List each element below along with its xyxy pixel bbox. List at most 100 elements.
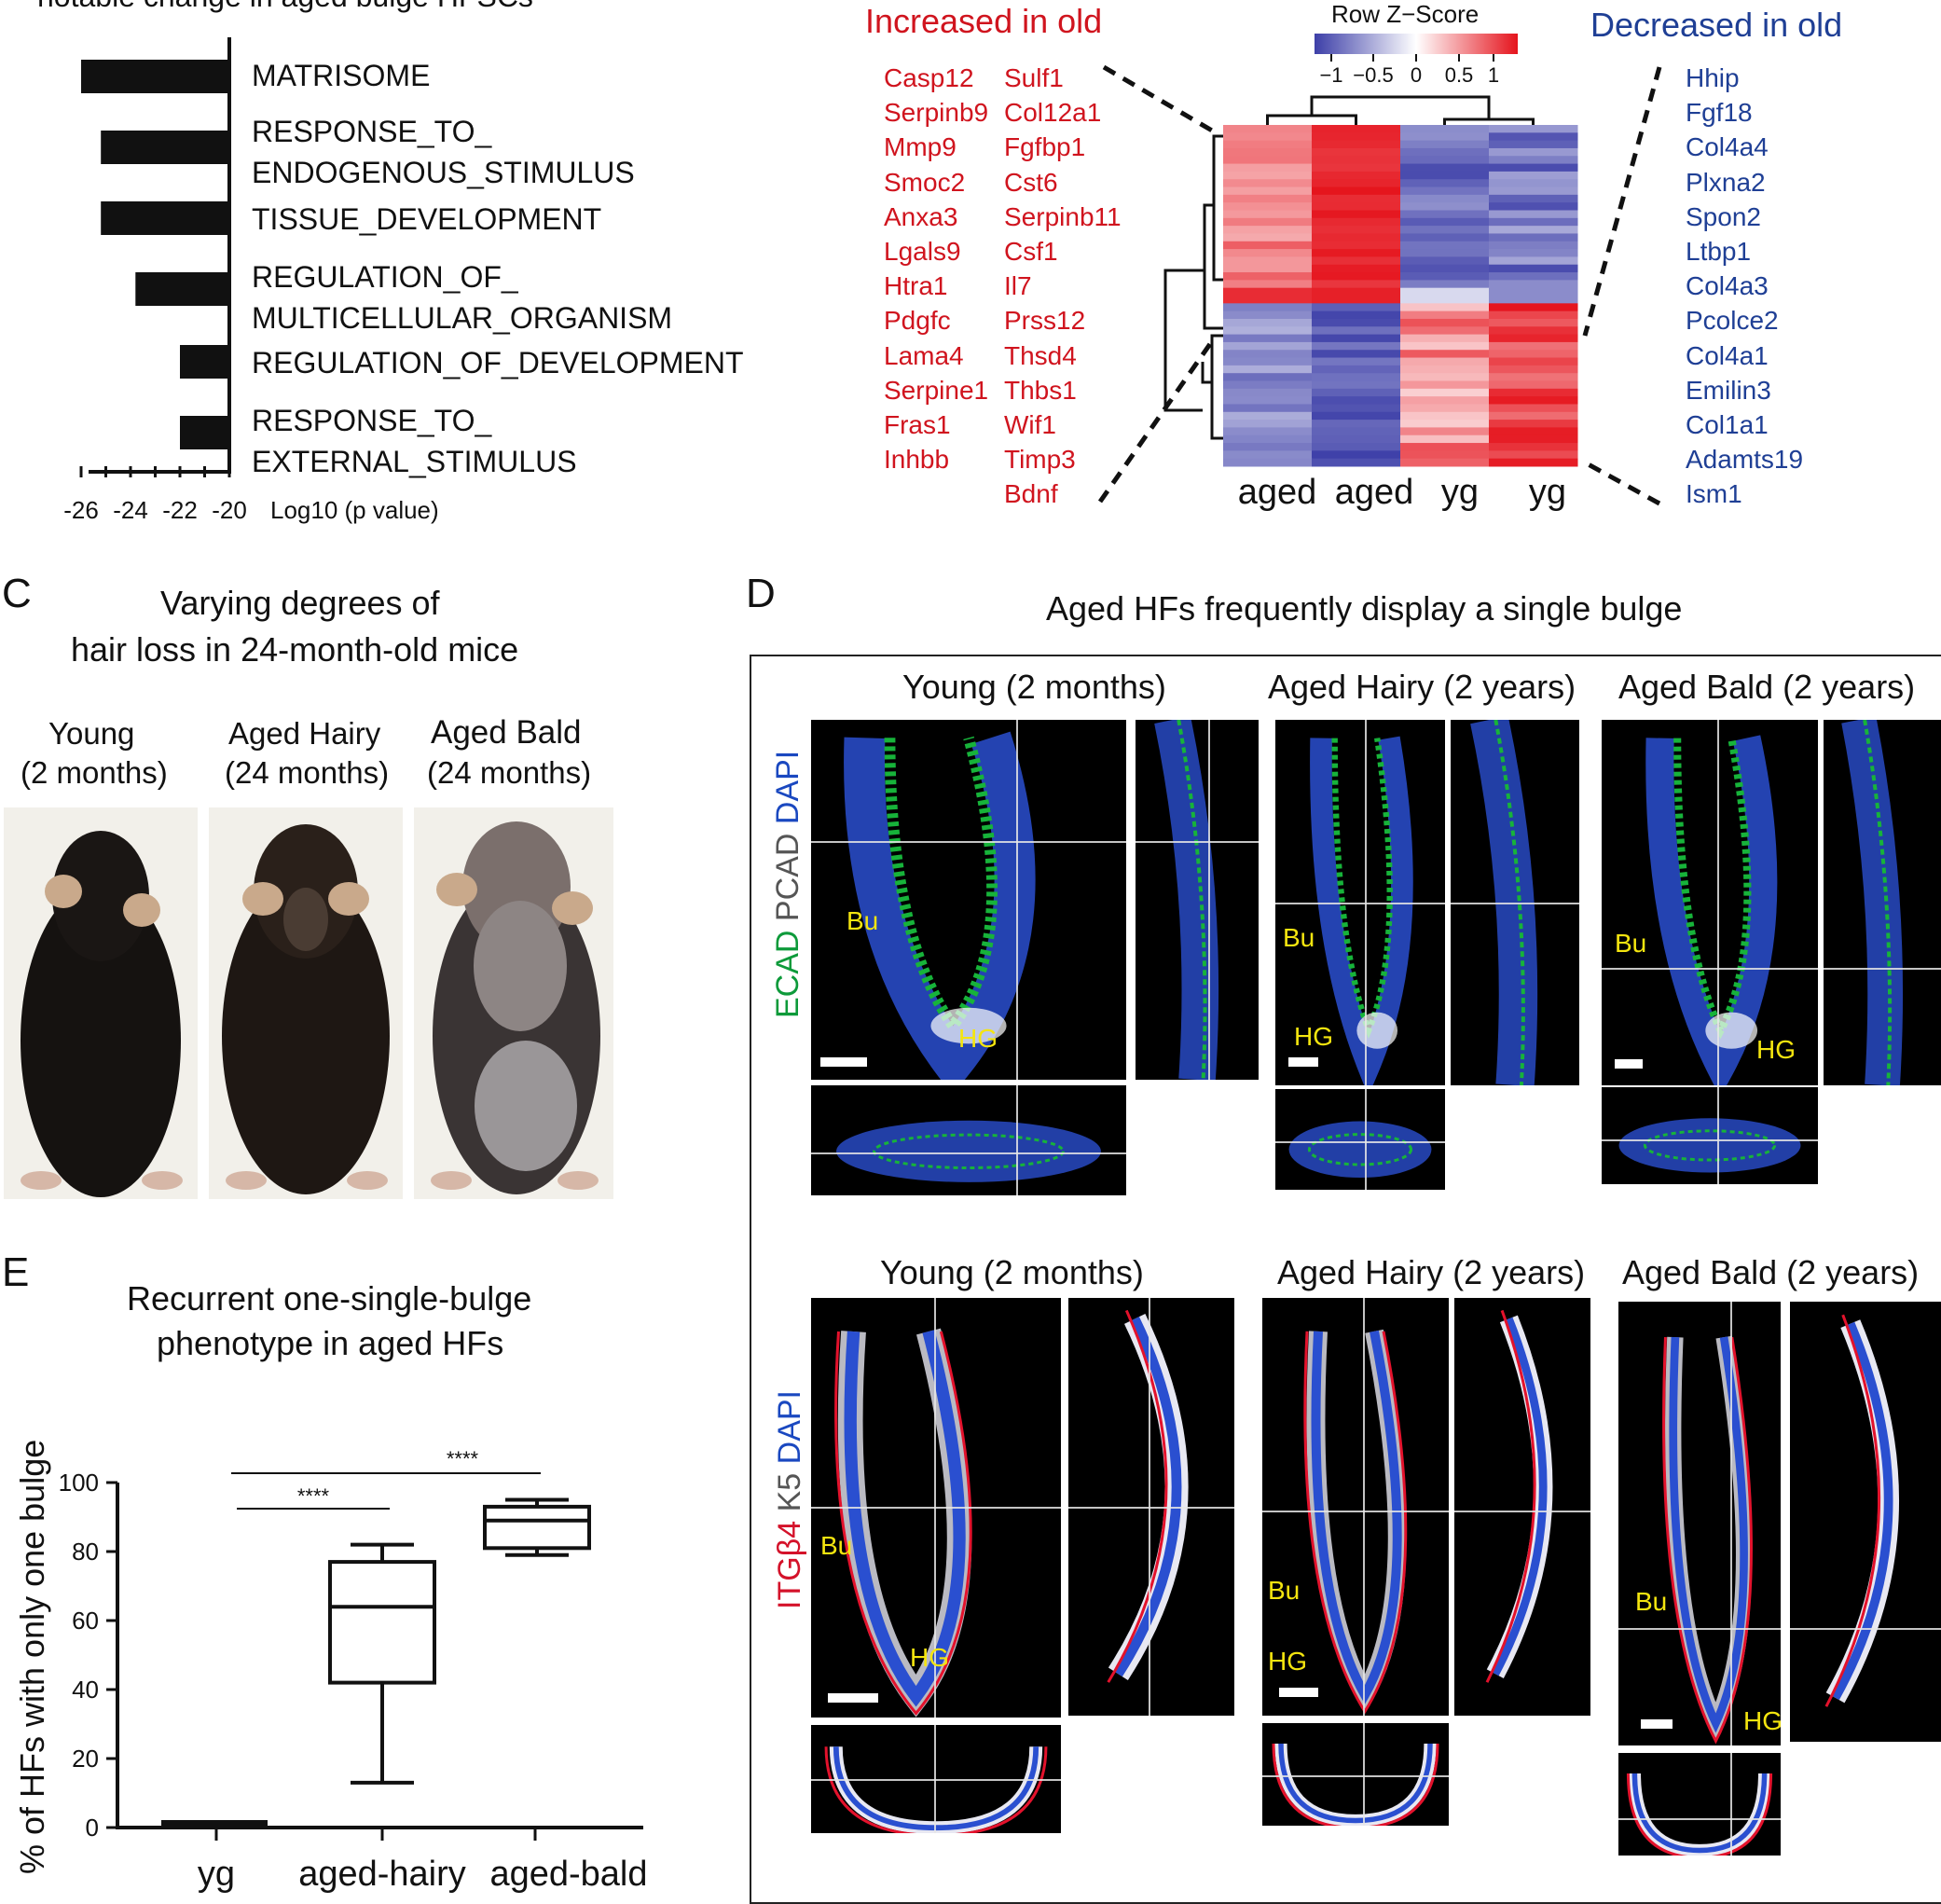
heatmap-cell [1489, 226, 1578, 234]
heatmap-cell [1312, 186, 1401, 196]
gene-label: Ltbp1 [1686, 237, 1752, 266]
group-aged-bald-name: Aged Bald [431, 714, 582, 751]
bottom-header-young: Young (2 months) [880, 1253, 1144, 1291]
micro-bot-hairy-main: Bu HG [1262, 1298, 1449, 1716]
heatmap-cell [1489, 233, 1578, 242]
gene-label: Mmp9 [884, 132, 957, 162]
crosshair-horizontal [1454, 1511, 1590, 1512]
zscore-tick-label: −0.5 [1353, 63, 1393, 87]
heatmap-cell [1312, 147, 1401, 157]
heatmap-cell [1312, 272, 1401, 281]
box-y-tick-label: 100 [59, 1469, 99, 1497]
heatmap-cell [1489, 357, 1578, 366]
heatmap-cell [1489, 373, 1578, 381]
gene-label: Col4a1 [1686, 340, 1769, 370]
crosshair-horizontal [1262, 1775, 1449, 1777]
gene-label: Lama4 [884, 340, 964, 370]
term-bar [81, 60, 229, 93]
heatmap-cell [1312, 217, 1401, 227]
heatmap-cell [1489, 256, 1578, 266]
heatmap-cell [1489, 147, 1578, 157]
gene-label: Hhip [1686, 63, 1740, 92]
gene-label: Casp12 [884, 63, 974, 92]
bulge-label: Bu [1283, 923, 1315, 952]
crosshair-vertical [1717, 720, 1719, 1085]
heatmap-cell [1223, 318, 1313, 327]
heatmap-cell [1400, 241, 1490, 250]
hair-germ-label: HG [1756, 1035, 1796, 1064]
hair-germ-label: HG [1294, 1022, 1333, 1051]
hair-germ-label: HG [1743, 1706, 1781, 1735]
heatmap-cell [1400, 435, 1490, 444]
heatmap-cell [1312, 303, 1401, 312]
heatmap-cell [1489, 310, 1578, 320]
gene-label: Fgfbp1 [1004, 132, 1086, 162]
heatmap-cell [1223, 171, 1313, 180]
zscore-colorbar [1315, 34, 1518, 54]
scale-bar [1288, 1057, 1318, 1067]
hair-germ-label: HG [1268, 1647, 1307, 1676]
crosshair-horizontal [1602, 1139, 1818, 1141]
heatmap-cell [1223, 380, 1313, 390]
heatmap-cell [1312, 435, 1401, 444]
sig-label-2: **** [447, 1447, 479, 1470]
heatmap-cell [1489, 296, 1578, 304]
heatmap-cell [1312, 427, 1401, 436]
heatmap-cell [1489, 350, 1578, 359]
heatmap-cell [1400, 373, 1490, 381]
gene-label: Lgals9 [884, 237, 961, 266]
heatmap-cell [1400, 202, 1490, 211]
gene-label: Spon2 [1686, 201, 1761, 231]
heatmap-cell [1312, 420, 1401, 428]
heatmap-cell [1312, 241, 1401, 250]
bulge-label: Bu [1615, 929, 1647, 958]
panel-e-letter: E [2, 1249, 30, 1295]
heatmap-cell [1223, 443, 1313, 451]
bulge-label: Bu [1268, 1576, 1301, 1605]
heatmap-cell [1312, 334, 1401, 343]
term-label: EXTERNAL_STIMULUS [252, 445, 577, 478]
heatmap-cell [1223, 450, 1313, 460]
heatmap-cell [1312, 264, 1401, 273]
heatmap-cell [1400, 287, 1490, 297]
micro-top-bald-xsec [1602, 1087, 1818, 1184]
heatmap-cell [1489, 404, 1578, 413]
crosshair-horizontal [1618, 1818, 1781, 1820]
heatmap-cell [1312, 458, 1401, 467]
heatmap-cell [1400, 388, 1490, 397]
gene-label: Anxa3 [884, 201, 958, 231]
top-stain-label: ECAD PCAD DAPI [770, 751, 806, 1018]
callout-line [1582, 66, 1662, 337]
heatmap-cell [1223, 357, 1313, 366]
gene-label: Smoc2 [884, 167, 966, 197]
heatmap-cell [1489, 287, 1578, 297]
heatmap-cell [1223, 194, 1313, 203]
gene-label: Bdnf [1004, 479, 1058, 509]
crosshair-horizontal [1790, 1628, 1941, 1630]
group-young-name: Young [48, 716, 135, 751]
heatmap-cell [1312, 341, 1401, 351]
bulge-label: Bu [1635, 1587, 1668, 1616]
scale-bar [828, 1693, 878, 1703]
gene-label: Fgf18 [1686, 98, 1753, 128]
gene-label: Prss12 [1004, 306, 1086, 336]
micro-bot-young-side [1068, 1298, 1234, 1716]
heatmap-cell [1223, 202, 1313, 211]
heatmap-cell [1312, 350, 1401, 359]
heatmap-cell [1312, 411, 1401, 421]
crosshair-vertical [1016, 1085, 1018, 1195]
heatmap-cell [1223, 435, 1313, 444]
crosshair-vertical [1365, 1089, 1367, 1190]
heatmap-cell [1400, 450, 1490, 460]
heatmap-cell [1400, 427, 1490, 436]
heatmap-cell [1223, 458, 1313, 467]
gene-label: Sulf1 [1004, 63, 1064, 92]
heatmap-cell [1489, 179, 1578, 188]
heatmap-cell [1400, 296, 1490, 304]
zscore-tick-label: 0.5 [1445, 63, 1474, 87]
heatmap-cell [1400, 318, 1490, 327]
heatmap-cell [1400, 256, 1490, 266]
panel-e-title-2: phenotype in aged HFs [157, 1324, 504, 1362]
heatmap-cell [1400, 303, 1490, 312]
heatmap-cell [1489, 303, 1578, 312]
